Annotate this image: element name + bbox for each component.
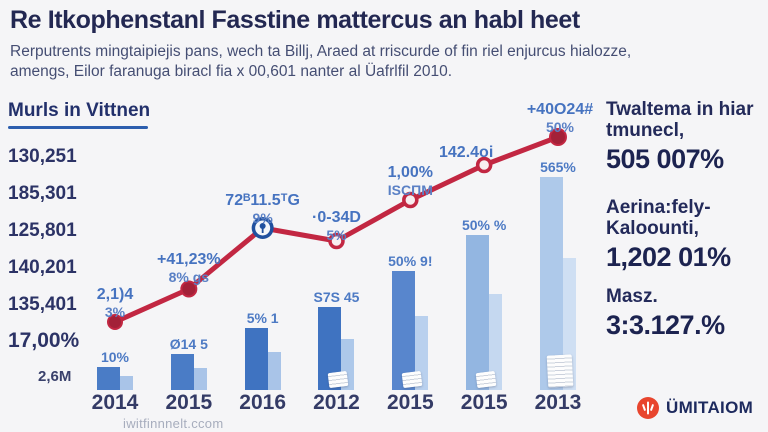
stat-value: 3:3.127.% bbox=[606, 310, 725, 340]
stat-label: Masz. bbox=[606, 286, 658, 307]
point-label: +41,23% 8% gs bbox=[129, 251, 249, 285]
bar-primary bbox=[466, 235, 490, 390]
point-label: 1,00% ISCΠM bbox=[350, 164, 470, 198]
bar-primary bbox=[318, 307, 342, 390]
x-axis-year: 2013 bbox=[534, 391, 582, 414]
bar-label: 565% bbox=[540, 159, 576, 175]
stat-label: Twaltema in hiar bbox=[606, 99, 754, 120]
stat-block: Aerina:fely- Kaloounti, 1,202 01% bbox=[606, 197, 766, 273]
logo-text: ÜMITAIOM bbox=[666, 398, 754, 417]
point-label-main: ·0-34D bbox=[312, 209, 361, 226]
stat-block: Twaltema in hiar tmunecl, 505 007% bbox=[606, 99, 766, 175]
bar-primary bbox=[97, 367, 120, 390]
bar-label: 50% % bbox=[461, 217, 507, 233]
logo: ÜMITAIOM bbox=[636, 396, 753, 420]
bar-primary bbox=[244, 328, 268, 390]
bar-primary bbox=[170, 354, 194, 390]
point-label-main: 72ᴮ11.5ᵀG bbox=[225, 192, 300, 209]
stat-value: 1,202 01% bbox=[606, 242, 731, 272]
point-label-sub: ISCΠM bbox=[387, 182, 433, 198]
y-axis-tick: 125,801 bbox=[8, 220, 77, 241]
page-subtitle: Rerputrents mingtaipiejis pans, wech ta … bbox=[10, 42, 631, 82]
books-stack-icon bbox=[546, 354, 574, 388]
x-axis-year: 2015 bbox=[386, 391, 434, 414]
stat-label: Aerina:fely- bbox=[606, 197, 711, 218]
bar-label: 50% 9! bbox=[388, 253, 433, 269]
bar-label: S7S 45 bbox=[313, 289, 360, 305]
point-label: +40O24# 50% bbox=[500, 101, 620, 135]
point-label-main: 142.4oi bbox=[439, 144, 494, 161]
page-title: Re Itkophenstanl Fasstine mattercus an h… bbox=[10, 6, 580, 34]
paper-stack-icon bbox=[401, 370, 423, 389]
x-axis-year: 2012 bbox=[313, 391, 360, 414]
point-label-main: 2,1)4 bbox=[96, 286, 134, 303]
point-label-sub: 3% bbox=[104, 304, 126, 320]
point-label: ·0-34D 5% bbox=[276, 209, 396, 243]
x-axis-year: 2015 bbox=[460, 391, 508, 414]
watermark-text: iwitfinnnelt.ccom bbox=[123, 416, 224, 431]
stat-value: 505 007% bbox=[606, 144, 724, 174]
point-label-main: 1,00% bbox=[387, 164, 433, 181]
y-axis-tick: 130,251 bbox=[8, 146, 77, 167]
point-label: 142.4oi bbox=[406, 144, 526, 162]
y-axis-tick: 185,301 bbox=[8, 183, 77, 204]
point-label-sub: 50% bbox=[545, 119, 574, 135]
subtitle-line-2: amengs, Eilor faranuga biracl fia x 00,6… bbox=[10, 63, 452, 80]
stat-label: Kaloounti, bbox=[606, 218, 699, 239]
y-axis-heading: Murls in Vittnen bbox=[8, 100, 151, 121]
x-axis-year: 2015 bbox=[165, 391, 213, 414]
bar-label: 10% bbox=[100, 349, 130, 365]
y-axis-tick: 2,6M bbox=[38, 368, 72, 385]
point-label-main: +40O24# bbox=[526, 101, 594, 118]
paper-stack-icon bbox=[327, 370, 349, 389]
x-axis-year: 2014 bbox=[91, 391, 139, 414]
y-axis-tick: 135,401 bbox=[8, 294, 77, 315]
y-axis-tick: 140,201 bbox=[8, 257, 77, 278]
point-label-sub: 8% gs bbox=[168, 269, 210, 285]
stat-block: Masz. 3:3.127.% bbox=[606, 286, 766, 341]
stat-label: tmunecl, bbox=[606, 120, 685, 141]
logo-tree-icon bbox=[637, 397, 659, 419]
x-axis-year: 2016 bbox=[239, 391, 287, 414]
paper-stack-icon bbox=[475, 370, 497, 389]
bar-label: Ø14 5 bbox=[169, 336, 208, 352]
point-label-main: +41,23% bbox=[157, 251, 221, 268]
point-label-sub: 5% bbox=[326, 227, 347, 243]
bar-label: 5% 1 bbox=[246, 310, 279, 326]
subtitle-line-1: Rerputrents mingtaipiejis pans, wech ta … bbox=[10, 43, 632, 60]
y-axis-tick: 17,00% bbox=[8, 329, 80, 352]
point-label: 2,1)4 3% bbox=[55, 286, 175, 320]
heading-underline bbox=[8, 126, 148, 129]
